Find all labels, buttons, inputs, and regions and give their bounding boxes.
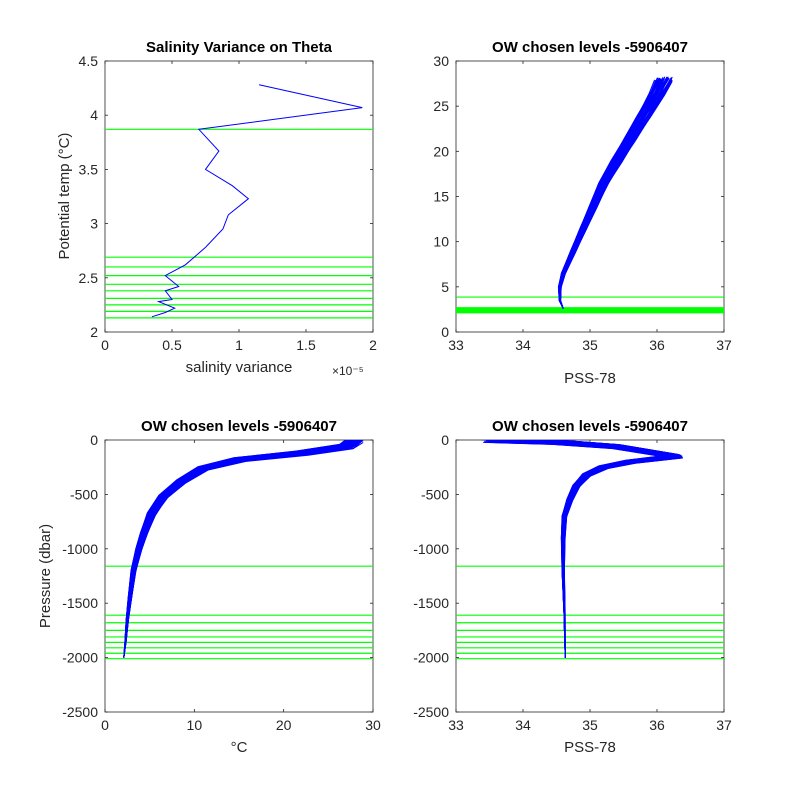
profile-line bbox=[151, 84, 363, 318]
x-tick-label: 33 bbox=[448, 717, 464, 733]
profile-line bbox=[559, 77, 669, 309]
x-axis-label: °C bbox=[231, 739, 248, 756]
x-tick-label: 2 bbox=[369, 337, 377, 353]
y-tick-label: -2000 bbox=[62, 650, 98, 666]
profile-line bbox=[559, 78, 672, 309]
x-tick-label: 35 bbox=[582, 337, 598, 353]
x-tick-label: 10 bbox=[187, 717, 203, 733]
panel-title: OW chosen levels -5906407 bbox=[141, 418, 337, 435]
panel-salinity-theta: OW chosen levels -5906407 PSS-78 33 34 35 3… bbox=[433, 39, 732, 387]
y-tick-label: 3.5 bbox=[79, 161, 99, 177]
y-tick-label: 10 bbox=[433, 234, 449, 250]
panel-title: Salinity Variance on Theta bbox=[146, 39, 333, 56]
y-tick-label: 15 bbox=[433, 189, 449, 205]
x-tick-label: 30 bbox=[365, 717, 381, 733]
plot-area bbox=[104, 60, 374, 333]
x-tick-label: 0 bbox=[101, 337, 109, 353]
y-tick-label: 0 bbox=[441, 432, 449, 448]
y-tick-label: 3 bbox=[90, 216, 98, 232]
x-tick-label: 33 bbox=[448, 337, 464, 353]
profile-line bbox=[123, 441, 355, 658]
y-tick-label: -500 bbox=[421, 486, 449, 502]
y-tick-label: -1500 bbox=[413, 595, 449, 611]
x-axis-label: PSS-78 bbox=[564, 370, 616, 387]
y-tick-label: 30 bbox=[433, 53, 449, 69]
profile-line bbox=[123, 440, 347, 658]
x-tick-label: 34 bbox=[515, 337, 531, 353]
plot-content bbox=[456, 440, 724, 660]
y-tick-label: -1000 bbox=[62, 541, 98, 557]
x-tick-label: 20 bbox=[276, 717, 292, 733]
y-tick-label: 2.5 bbox=[79, 270, 99, 286]
profile-line bbox=[491, 440, 671, 658]
panel-salinity-variance: Salinity Variance on Theta salinity vari… bbox=[56, 39, 377, 378]
panel-salinity-pressure: OW chosen levels -5906407 PSS-78 33 34 35 3… bbox=[413, 418, 732, 756]
x-axis-label: PSS-78 bbox=[564, 739, 616, 756]
panel-title: OW chosen levels -5906407 bbox=[492, 418, 688, 435]
x-tick-label: 1.5 bbox=[296, 337, 316, 353]
y-axis-label: Potential temp (°C) bbox=[56, 133, 73, 260]
plot-area bbox=[455, 439, 725, 713]
y-tick-label: -500 bbox=[70, 486, 98, 502]
y-tick-label: 0 bbox=[441, 324, 449, 340]
x-tick-label: 1 bbox=[235, 337, 243, 353]
x-tick-label: 35 bbox=[582, 717, 598, 733]
y-tick-label: -1000 bbox=[413, 541, 449, 557]
x-tick-label: 34 bbox=[515, 717, 531, 733]
y-tick-label: 25 bbox=[433, 98, 449, 114]
x-tick-label: 37 bbox=[716, 337, 732, 353]
x-tick-label: 37 bbox=[716, 717, 732, 733]
y-tick-label: -2500 bbox=[62, 704, 98, 720]
profile-line bbox=[559, 76, 666, 309]
y-tick-label: -1500 bbox=[62, 595, 98, 611]
plot-content bbox=[456, 76, 724, 314]
y-tick-label: 4.5 bbox=[79, 53, 99, 69]
x-tick-label: 0 bbox=[101, 717, 109, 733]
y-axis-label: Pressure (dbar) bbox=[37, 524, 54, 628]
profile-line bbox=[558, 81, 657, 309]
x-tick-label: 0.5 bbox=[162, 337, 182, 353]
plot-area bbox=[455, 60, 725, 333]
plot-content bbox=[105, 440, 373, 660]
y-tick-label: -2500 bbox=[413, 704, 449, 720]
y-tick-label: -2000 bbox=[413, 650, 449, 666]
y-tick-label: 2 bbox=[90, 324, 98, 340]
profile-line bbox=[123, 440, 359, 658]
x-axis-label: salinity variance bbox=[186, 359, 293, 376]
plot-area bbox=[104, 439, 374, 713]
y-tick-label: 5 bbox=[441, 279, 449, 295]
y-tick-label: 20 bbox=[433, 143, 449, 159]
y-tick-label: 4 bbox=[90, 107, 98, 123]
x-tick-label: 36 bbox=[649, 337, 665, 353]
y-tick-label: 0 bbox=[90, 432, 98, 448]
x-exponent-label: ×10⁻⁵ bbox=[332, 364, 364, 378]
panel-title: OW chosen levels -5906407 bbox=[492, 39, 688, 56]
panel-temperature-pressure: OW chosen levels -5906407 °C Pressure (d… bbox=[37, 418, 381, 756]
x-tick-label: 36 bbox=[649, 717, 665, 733]
plot-content bbox=[105, 84, 373, 319]
